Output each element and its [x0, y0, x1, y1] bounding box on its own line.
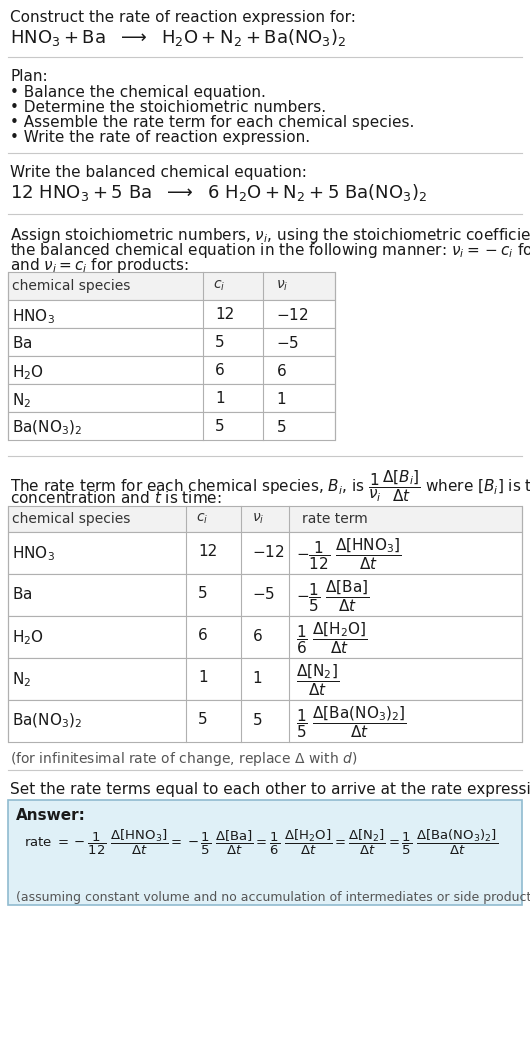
Text: $12\ \mathrm{HNO_3 + 5\ Ba}$  $\longrightarrow$  $6\ \mathrm{H_2O + N_2 + 5\ Ba(: $12\ \mathrm{HNO_3 + 5\ Ba}$ $\longright…: [10, 182, 427, 203]
Bar: [8, 800, 522, 905]
Text: 1: 1: [215, 391, 225, 406]
Text: chemical species: chemical species: [12, 279, 130, 293]
Text: 6: 6: [198, 628, 208, 643]
Text: $\dfrac{1}{6}\ \dfrac{\Delta[\mathrm{H_2O}]}{\Delta t}$: $\dfrac{1}{6}\ \dfrac{\Delta[\mathrm{H_2…: [296, 620, 368, 656]
Text: $-12$: $-12$: [252, 544, 285, 560]
Bar: [8, 300, 335, 328]
Text: $6$: $6$: [276, 363, 287, 379]
Bar: [8, 700, 522, 742]
Text: $5$: $5$: [276, 419, 286, 435]
Text: $-5$: $-5$: [252, 586, 275, 602]
Text: 1: 1: [198, 670, 208, 685]
Bar: [8, 272, 335, 300]
Text: $\mathrm{HNO_3 + Ba}$  $\longrightarrow$  $\mathrm{H_2O + N_2 + Ba(NO_3)_2}$: $\mathrm{HNO_3 + Ba}$ $\longrightarrow$ …: [10, 27, 347, 48]
Text: Answer:: Answer:: [16, 808, 86, 823]
Text: (assuming constant volume and no accumulation of intermediates or side products): (assuming constant volume and no accumul…: [16, 891, 530, 904]
Bar: [8, 412, 335, 440]
Text: $\mathrm{Ba}$: $\mathrm{Ba}$: [12, 335, 32, 351]
Text: Plan:: Plan:: [10, 69, 48, 84]
Text: $\mathrm{N_2}$: $\mathrm{N_2}$: [12, 391, 31, 410]
Bar: [8, 328, 335, 356]
Text: $1$: $1$: [276, 391, 286, 407]
Text: $-5$: $-5$: [276, 335, 299, 351]
Text: 12: 12: [198, 544, 217, 559]
Text: $\mathrm{H_2O}$: $\mathrm{H_2O}$: [12, 628, 44, 646]
Text: $c_i$: $c_i$: [213, 279, 225, 293]
Text: concentration and $t$ is time:: concentration and $t$ is time:: [10, 490, 222, 506]
Bar: [8, 384, 335, 412]
Text: $\mathrm{HNO_3}$: $\mathrm{HNO_3}$: [12, 544, 55, 563]
Text: $\mathrm{Ba(NO_3)_2}$: $\mathrm{Ba(NO_3)_2}$: [12, 419, 82, 437]
Text: $-\dfrac{1}{5}\ \dfrac{\Delta[\mathrm{Ba}]}{\Delta t}$: $-\dfrac{1}{5}\ \dfrac{\Delta[\mathrm{Ba…: [296, 578, 369, 614]
Text: 12: 12: [215, 306, 234, 322]
Text: $\mathrm{HNO_3}$: $\mathrm{HNO_3}$: [12, 306, 55, 325]
Text: $\dfrac{\Delta[\mathrm{N_2}]}{\Delta t}$: $\dfrac{\Delta[\mathrm{N_2}]}{\Delta t}$: [296, 662, 339, 698]
Text: (for infinitesimal rate of change, replace Δ with $d$): (for infinitesimal rate of change, repla…: [10, 750, 357, 768]
Text: • Determine the stoichiometric numbers.: • Determine the stoichiometric numbers.: [10, 100, 326, 115]
Bar: [8, 658, 522, 700]
Text: rate $= -\dfrac{1}{12}\ \dfrac{\Delta[\mathrm{HNO_3}]}{\Delta t}= -\dfrac{1}{5}\: rate $= -\dfrac{1}{12}\ \dfrac{\Delta[\m…: [24, 828, 498, 858]
Text: the balanced chemical equation in the following manner: $\nu_i = -c_i$ for react: the balanced chemical equation in the fo…: [10, 241, 530, 260]
Text: $1$: $1$: [252, 670, 262, 686]
Text: • Write the rate of reaction expression.: • Write the rate of reaction expression.: [10, 130, 310, 145]
Text: The rate term for each chemical species, $B_i$, is $\dfrac{1}{\nu_i}\dfrac{\Delt: The rate term for each chemical species,…: [10, 468, 530, 504]
Text: $\nu_i$: $\nu_i$: [276, 279, 288, 293]
Text: $\mathrm{Ba(NO_3)_2}$: $\mathrm{Ba(NO_3)_2}$: [12, 712, 82, 730]
Text: $c_i$: $c_i$: [196, 511, 208, 526]
Text: $\mathrm{H_2O}$: $\mathrm{H_2O}$: [12, 363, 44, 382]
Text: 5: 5: [215, 335, 225, 350]
Text: Construct the rate of reaction expression for:: Construct the rate of reaction expressio…: [10, 10, 356, 25]
Text: 6: 6: [215, 363, 225, 378]
Bar: [8, 574, 522, 616]
Text: $5$: $5$: [252, 712, 262, 728]
Text: $6$: $6$: [252, 628, 263, 644]
Text: $\nu_i$: $\nu_i$: [252, 511, 264, 526]
Text: $\dfrac{1}{5}\ \dfrac{\Delta[\mathrm{Ba(NO_3)_2}]}{\Delta t}$: $\dfrac{1}{5}\ \dfrac{\Delta[\mathrm{Ba(…: [296, 704, 407, 740]
Text: Set the rate terms equal to each other to arrive at the rate expression:: Set the rate terms equal to each other t…: [10, 782, 530, 797]
Bar: [8, 506, 522, 532]
Text: $\mathrm{Ba}$: $\mathrm{Ba}$: [12, 586, 32, 602]
Bar: [8, 532, 522, 574]
Text: • Balance the chemical equation.: • Balance the chemical equation.: [10, 85, 266, 100]
Text: 5: 5: [198, 586, 208, 601]
Text: Write the balanced chemical equation:: Write the balanced chemical equation:: [10, 165, 307, 180]
Bar: [8, 356, 335, 384]
Text: • Assemble the rate term for each chemical species.: • Assemble the rate term for each chemic…: [10, 115, 414, 130]
Bar: [8, 616, 522, 658]
Text: Assign stoichiometric numbers, $\nu_i$, using the stoichiometric coefficients, $: Assign stoichiometric numbers, $\nu_i$, …: [10, 226, 530, 245]
Text: and $\nu_i = c_i$ for products:: and $\nu_i = c_i$ for products:: [10, 256, 189, 275]
Text: rate term: rate term: [302, 511, 368, 526]
Text: 5: 5: [215, 419, 225, 434]
Text: chemical species: chemical species: [12, 511, 130, 526]
Text: 5: 5: [198, 712, 208, 727]
Text: $\mathrm{N_2}$: $\mathrm{N_2}$: [12, 670, 31, 688]
Text: $-12$: $-12$: [276, 306, 308, 323]
Text: $-\dfrac{1}{12}\ \dfrac{\Delta[\mathrm{HNO_3}]}{\Delta t}$: $-\dfrac{1}{12}\ \dfrac{\Delta[\mathrm{H…: [296, 536, 402, 572]
